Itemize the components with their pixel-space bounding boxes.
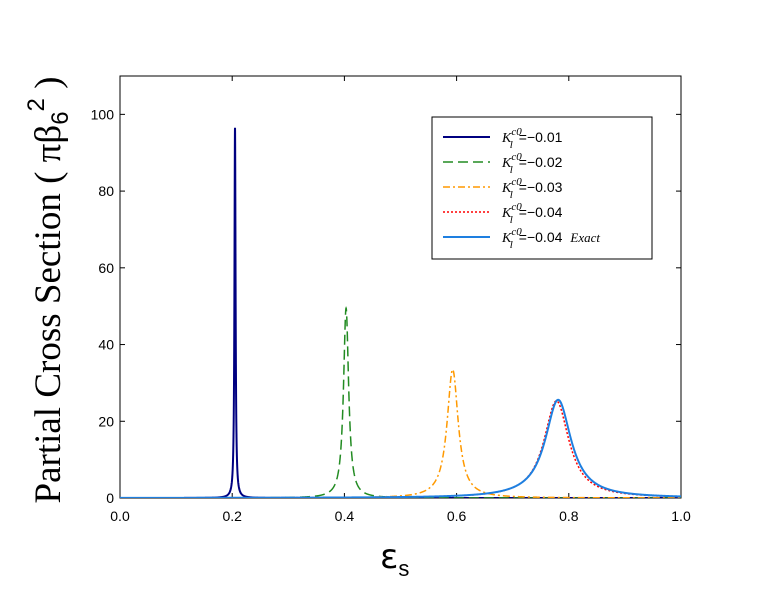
y-tick-label: 0 (106, 490, 114, 506)
y-axis-label-sub: 6 (47, 111, 74, 124)
x-axis-label-main: ε (380, 537, 398, 577)
legend-label-2: Kc0 l =−0.02 (501, 151, 563, 176)
x-axis-label-sub: s (398, 556, 409, 581)
x-tick-label: 1.0 (671, 508, 691, 524)
legend-label-5: Kc0 l =−0.04 Exact (501, 226, 600, 251)
x-axis-label: εs (380, 537, 409, 581)
y-tick-label: 80 (98, 183, 114, 199)
y-axis-label-main: Partial Cross Section ( πβ (28, 125, 69, 504)
legend-box (431, 116, 653, 260)
y-tick-label: 100 (91, 106, 115, 122)
x-tick-label: 0.8 (559, 508, 579, 524)
series-layer (120, 127, 681, 498)
x-tick-label: 0.6 (447, 508, 467, 524)
legend-label-4: Kc0 l =−0.04 (501, 201, 563, 226)
x-tick-label: 0.2 (222, 508, 242, 524)
x-tick-label: 0.4 (335, 508, 355, 524)
y-axis-label: Partial Cross Section ( πβ62 ) (23, 77, 74, 504)
y-axis-label-sup: 2 (23, 98, 50, 111)
legend-label-3: Kc0 l =−0.03 (501, 176, 563, 201)
y-tick-label: 60 (98, 260, 114, 276)
legend-label-1: Kc0 l =−0.01 (501, 126, 563, 151)
series-line-5 (120, 398, 681, 498)
y-axis-label-close: ) (28, 77, 69, 99)
y-tick-label: 20 (98, 413, 114, 429)
x-tick-label: 0.0 (110, 508, 130, 524)
y-tick-label: 40 (98, 337, 114, 353)
